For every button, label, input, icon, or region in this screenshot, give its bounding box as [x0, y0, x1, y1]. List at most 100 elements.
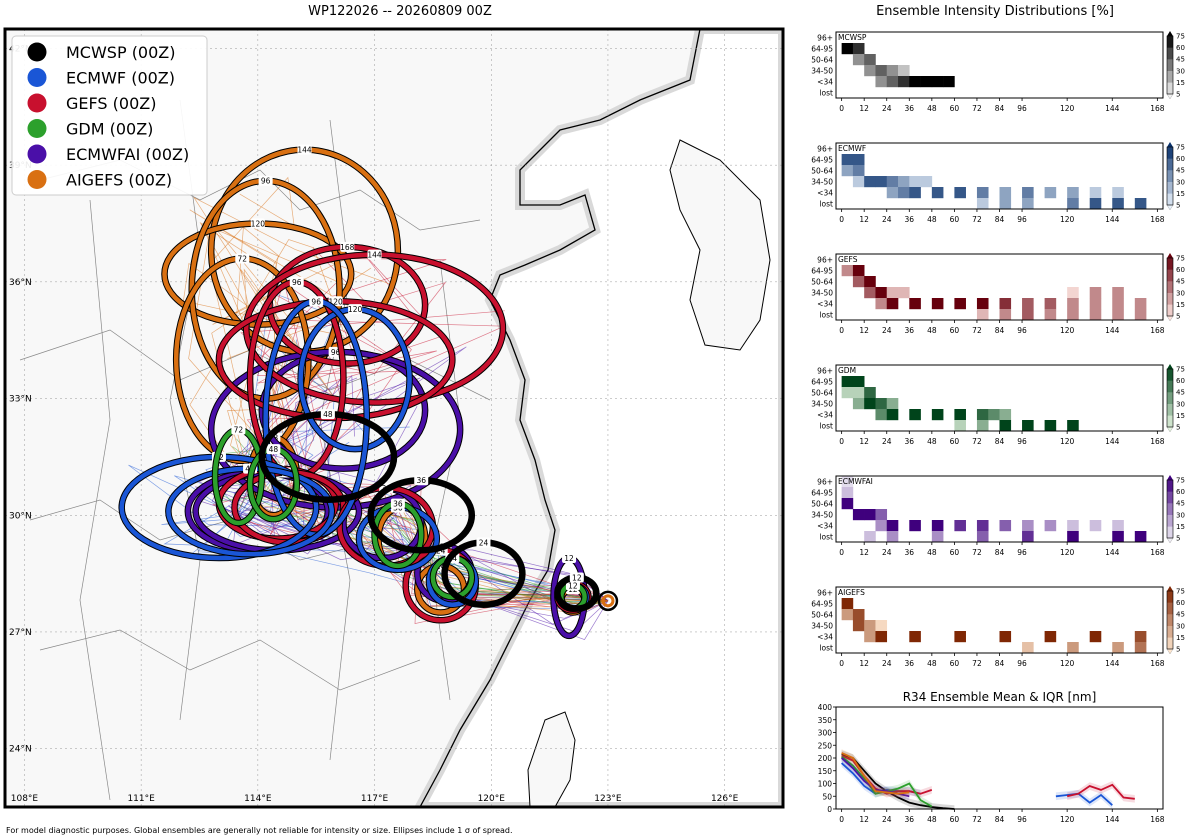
r34-title: R34 Ensemble Mean & IQR [nm] [903, 690, 1097, 704]
colorbar-extend-bottom [1166, 648, 1174, 655]
heatmap-cell [875, 298, 888, 310]
legend-label-aigefs: AIGEFS (00Z) [66, 171, 172, 190]
colorbar-tick-label: 5 [1176, 424, 1180, 432]
heatmap-ylabel: 34-50 [811, 289, 833, 298]
ellipse-hour-label: 24 [479, 538, 489, 547]
colorbar-tick-label: 45 [1176, 611, 1185, 619]
colorbar-tick-label: 15 [1176, 79, 1185, 87]
colorbar-tick-label: 45 [1176, 278, 1185, 286]
heatmap-xtick-label: 0 [839, 659, 844, 668]
colorbar-extend-bottom [1166, 537, 1174, 544]
heatmap-cell [875, 398, 888, 410]
heatmap-cell [898, 76, 910, 88]
colorbar-extend-top [1167, 586, 1173, 591]
heatmap-cell [875, 176, 888, 188]
map-lon-label: 111°E [127, 794, 155, 804]
heatmap-cell [1112, 198, 1124, 210]
heatmap-cell [931, 76, 944, 88]
colorbar-tick-label: 5 [1176, 313, 1180, 321]
heatmap-cell [1022, 198, 1034, 210]
heatmap-xtick-label: 168 [1150, 437, 1165, 446]
map-lon-label: 117°E [361, 794, 389, 804]
heatmap-cell [864, 531, 876, 543]
map-title: WP122026 -- 20260809 00Z [308, 4, 492, 19]
colorbar-tick-label: 30 [1176, 178, 1185, 186]
ellipse-hour-label: 96 [261, 177, 271, 186]
heatmap-ylabel: 64-95 [811, 156, 833, 165]
legend-marker-mcwsp [27, 42, 47, 62]
colorbar-tick-label: 5 [1176, 646, 1180, 654]
r34-xtick-label: 96 [1017, 815, 1027, 824]
ellipse-hour-label: 120 [328, 297, 343, 306]
colorbar-frame [1166, 146, 1174, 206]
heatmap-cell [976, 409, 989, 421]
heatmap-xtick-label: 12 [859, 326, 869, 335]
heatmap-cell [1022, 642, 1034, 654]
heatmap-cell [852, 509, 865, 521]
heatmap-cell [1112, 187, 1124, 199]
footnote: For model diagnostic purposes. Global en… [6, 826, 513, 835]
heatmap-cell [886, 531, 899, 543]
heatmap-cell [1067, 642, 1079, 654]
heatmap-cell [1022, 420, 1034, 432]
heatmap-cell [954, 298, 966, 310]
r34-xtick-label: 120 [1060, 815, 1075, 824]
heatmap-cell [864, 509, 876, 521]
heatmap-cell [841, 165, 854, 177]
map-lon-label: 126°E [711, 794, 739, 804]
heatmap-cell [864, 54, 876, 66]
colorbar-segment [1167, 491, 1173, 504]
heatmap-cell [1089, 187, 1102, 199]
heatmap-cell [1134, 642, 1147, 654]
heatmap-xtick-label: 36 [905, 326, 915, 335]
heatmap-cell [909, 409, 921, 421]
heatmap-xtick-label: 84 [995, 437, 1005, 446]
heatmap-cell [909, 631, 921, 643]
heatmap-ylabel: 96+ [817, 145, 833, 154]
heatmap-ylabel: 34-50 [811, 622, 833, 631]
r34-xtick-label: 84 [995, 815, 1005, 824]
legend-label-ecmwf: ECMWF (00Z) [66, 69, 175, 88]
ellipse-hour-badge [348, 304, 363, 315]
heatmap-xtick-label: 84 [995, 659, 1005, 668]
heatmap-xtick-label: 96 [1017, 659, 1027, 668]
heatmap-cell [841, 609, 854, 621]
ellipse-hour-badge [231, 424, 246, 435]
ellipse-hour-badge [289, 276, 304, 287]
heatmap-xtick-label: 12 [859, 104, 869, 113]
colorbar-tick-label: 60 [1176, 155, 1185, 163]
colorbar-extend-bottom [1166, 204, 1174, 211]
colorbar-frame [1166, 257, 1174, 317]
heatmap-cell [976, 298, 989, 310]
heatmap-xtick-label: 84 [995, 326, 1005, 335]
r34-line-aigefs [841, 752, 910, 795]
heatmap-xtick-label: 60 [950, 104, 960, 113]
heatmap-xtick-label: 96 [1017, 104, 1027, 113]
heatmap-xtick-label: 0 [839, 104, 844, 113]
colorbar-segment [1167, 369, 1173, 381]
map-lat-label: 27°N [9, 628, 32, 638]
heatmap-cell [875, 631, 888, 643]
colorbar-frame [1166, 368, 1174, 428]
heatmap-xtick-label: 12 [859, 548, 869, 557]
heatmap-cell [841, 376, 854, 388]
heatmap-cell [931, 531, 944, 543]
heatmap-cell [1089, 198, 1102, 210]
r34-ytick-label: 350 [818, 716, 833, 725]
heatmap-xtick-label: 84 [995, 215, 1005, 224]
heatmap-cell [1067, 531, 1079, 543]
heatmap-cell [1089, 298, 1102, 310]
colorbar-segment [1167, 158, 1173, 171]
colorbar-tick-label: 15 [1176, 523, 1185, 531]
colorbar-segment [1167, 614, 1173, 626]
heatmap-panel-mcwsp: MCWSP 96+ 64-95 50-64 34-50 <34 lost 0 12 24 36 48 6… [811, 31, 1185, 113]
colorbar-segment [1167, 258, 1173, 270]
heatmap-cell [1112, 309, 1124, 321]
heatmap-xtick-label: 48 [927, 326, 937, 335]
heatmap-xtick-label: 60 [950, 437, 960, 446]
map-taiwan [527, 711, 576, 807]
colorbar-ecmwfai: 5 15 30 45 60 75 [1166, 475, 1185, 544]
heatmap-xtick-label: 144 [1105, 659, 1120, 668]
heatmap-xtick-label: 36 [905, 437, 915, 446]
heatmap-cell [931, 409, 944, 421]
